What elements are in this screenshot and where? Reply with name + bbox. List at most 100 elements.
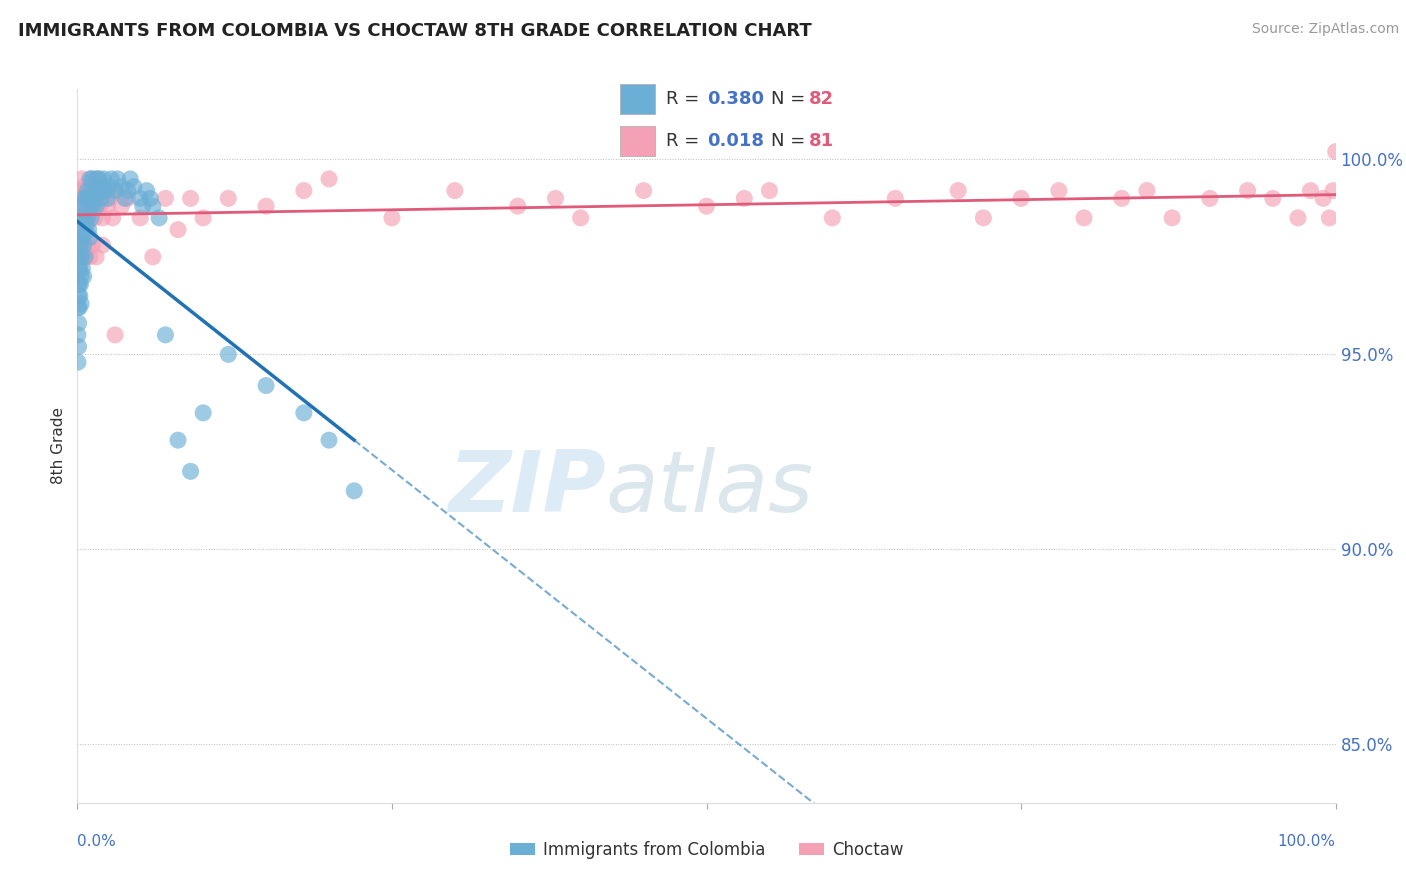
Point: [77, 222, 100, 236]
Point: [1161, 211, 1184, 225]
Point: [69, 261, 91, 276]
Point: [82, 238, 104, 252]
Point: [96, 191, 118, 205]
Point: [76, 184, 98, 198]
Point: [96, 199, 118, 213]
Point: [120, 172, 142, 186]
Point: [79, 172, 101, 186]
Point: [70, 269, 93, 284]
Point: [66, 327, 89, 342]
Point: [67, 289, 90, 303]
Point: [73, 238, 96, 252]
Point: [821, 211, 844, 225]
Text: N =: N =: [770, 90, 811, 108]
Point: [79, 199, 101, 213]
Point: [972, 211, 994, 225]
Point: [75, 191, 97, 205]
Point: [110, 199, 132, 213]
Point: [76, 238, 98, 252]
Point: [104, 327, 127, 342]
Point: [444, 184, 467, 198]
Point: [87, 172, 110, 186]
Point: [86, 199, 108, 213]
Text: IMMIGRANTS FROM COLOMBIA VS CHOCTAW 8TH GRADE CORRELATION CHART: IMMIGRANTS FROM COLOMBIA VS CHOCTAW 8TH …: [18, 22, 813, 40]
Point: [91, 238, 114, 252]
Point: [100, 172, 122, 186]
Point: [84, 184, 107, 198]
Point: [69, 211, 91, 225]
Point: [733, 191, 755, 205]
Point: [167, 433, 190, 447]
Point: [75, 219, 97, 233]
Text: 100.0%: 100.0%: [1278, 834, 1336, 848]
Point: [70, 211, 93, 225]
Point: [1073, 211, 1095, 225]
Point: [101, 211, 124, 225]
Point: [80, 172, 103, 186]
Point: [90, 191, 112, 205]
Point: [155, 191, 177, 205]
Point: [73, 222, 96, 236]
Point: [142, 199, 165, 213]
Point: [506, 199, 529, 213]
Point: [1299, 184, 1322, 198]
Point: [67, 238, 90, 252]
Point: [142, 250, 165, 264]
Point: [67, 191, 90, 205]
Point: [91, 211, 114, 225]
Point: [1111, 191, 1133, 205]
Point: [1324, 145, 1347, 159]
Point: [104, 184, 127, 198]
Point: [72, 250, 94, 264]
Point: [93, 172, 115, 186]
Point: [79, 250, 101, 264]
Point: [72, 269, 94, 284]
Point: [696, 199, 718, 213]
Point: [72, 261, 94, 276]
Point: [90, 191, 112, 205]
Point: [1319, 211, 1341, 225]
Point: [66, 250, 89, 264]
Point: [318, 172, 340, 186]
Point: [129, 191, 152, 205]
Point: [77, 184, 100, 198]
Point: [98, 191, 121, 205]
Point: [94, 184, 117, 198]
Text: R =: R =: [666, 90, 706, 108]
Point: [70, 199, 93, 213]
Point: [167, 222, 190, 236]
Point: [69, 277, 91, 292]
Point: [1286, 211, 1309, 225]
Point: [381, 211, 404, 225]
Point: [91, 179, 114, 194]
Text: N =: N =: [770, 132, 811, 150]
Point: [73, 199, 96, 213]
Point: [1136, 184, 1159, 198]
Point: [75, 191, 97, 205]
Point: [75, 250, 97, 264]
Text: 0.0%: 0.0%: [77, 834, 117, 848]
Point: [72, 179, 94, 194]
Text: Source: ZipAtlas.com: Source: ZipAtlas.com: [1251, 22, 1399, 37]
Legend: Immigrants from Colombia, Choctaw: Immigrants from Colombia, Choctaw: [503, 835, 910, 866]
Point: [80, 184, 103, 198]
Point: [72, 199, 94, 213]
Point: [73, 250, 96, 264]
Point: [72, 191, 94, 205]
Point: [83, 191, 105, 205]
Point: [67, 316, 90, 330]
Point: [544, 191, 567, 205]
FancyBboxPatch shape: [620, 84, 655, 114]
Point: [66, 277, 89, 292]
Point: [132, 199, 155, 213]
Point: [70, 172, 93, 186]
Point: [70, 222, 93, 236]
Point: [89, 184, 111, 198]
Text: 0.380: 0.380: [707, 90, 765, 108]
Point: [1322, 184, 1344, 198]
Point: [94, 184, 117, 198]
Point: [110, 179, 132, 194]
Point: [66, 184, 89, 198]
Point: [107, 172, 129, 186]
Point: [82, 172, 104, 186]
